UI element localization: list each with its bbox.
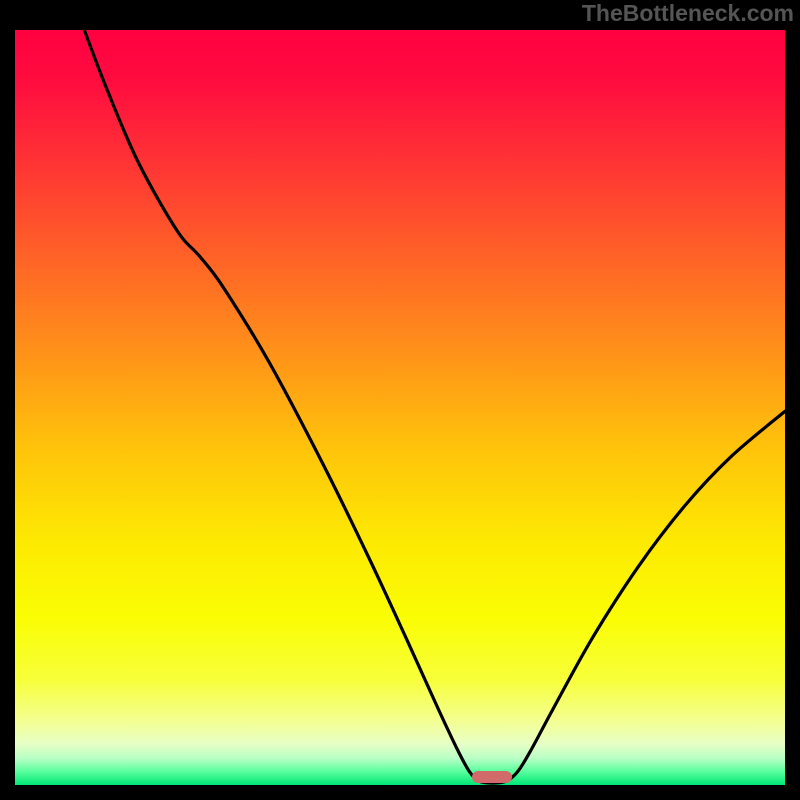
plot-area bbox=[15, 30, 785, 785]
bottleneck-marker-pill bbox=[472, 771, 512, 783]
watermark-label: TheBottleneck.com bbox=[582, 0, 794, 27]
bottleneck-chart: TheBottleneck.com bbox=[0, 0, 800, 800]
bottleneck-curve bbox=[15, 30, 785, 785]
